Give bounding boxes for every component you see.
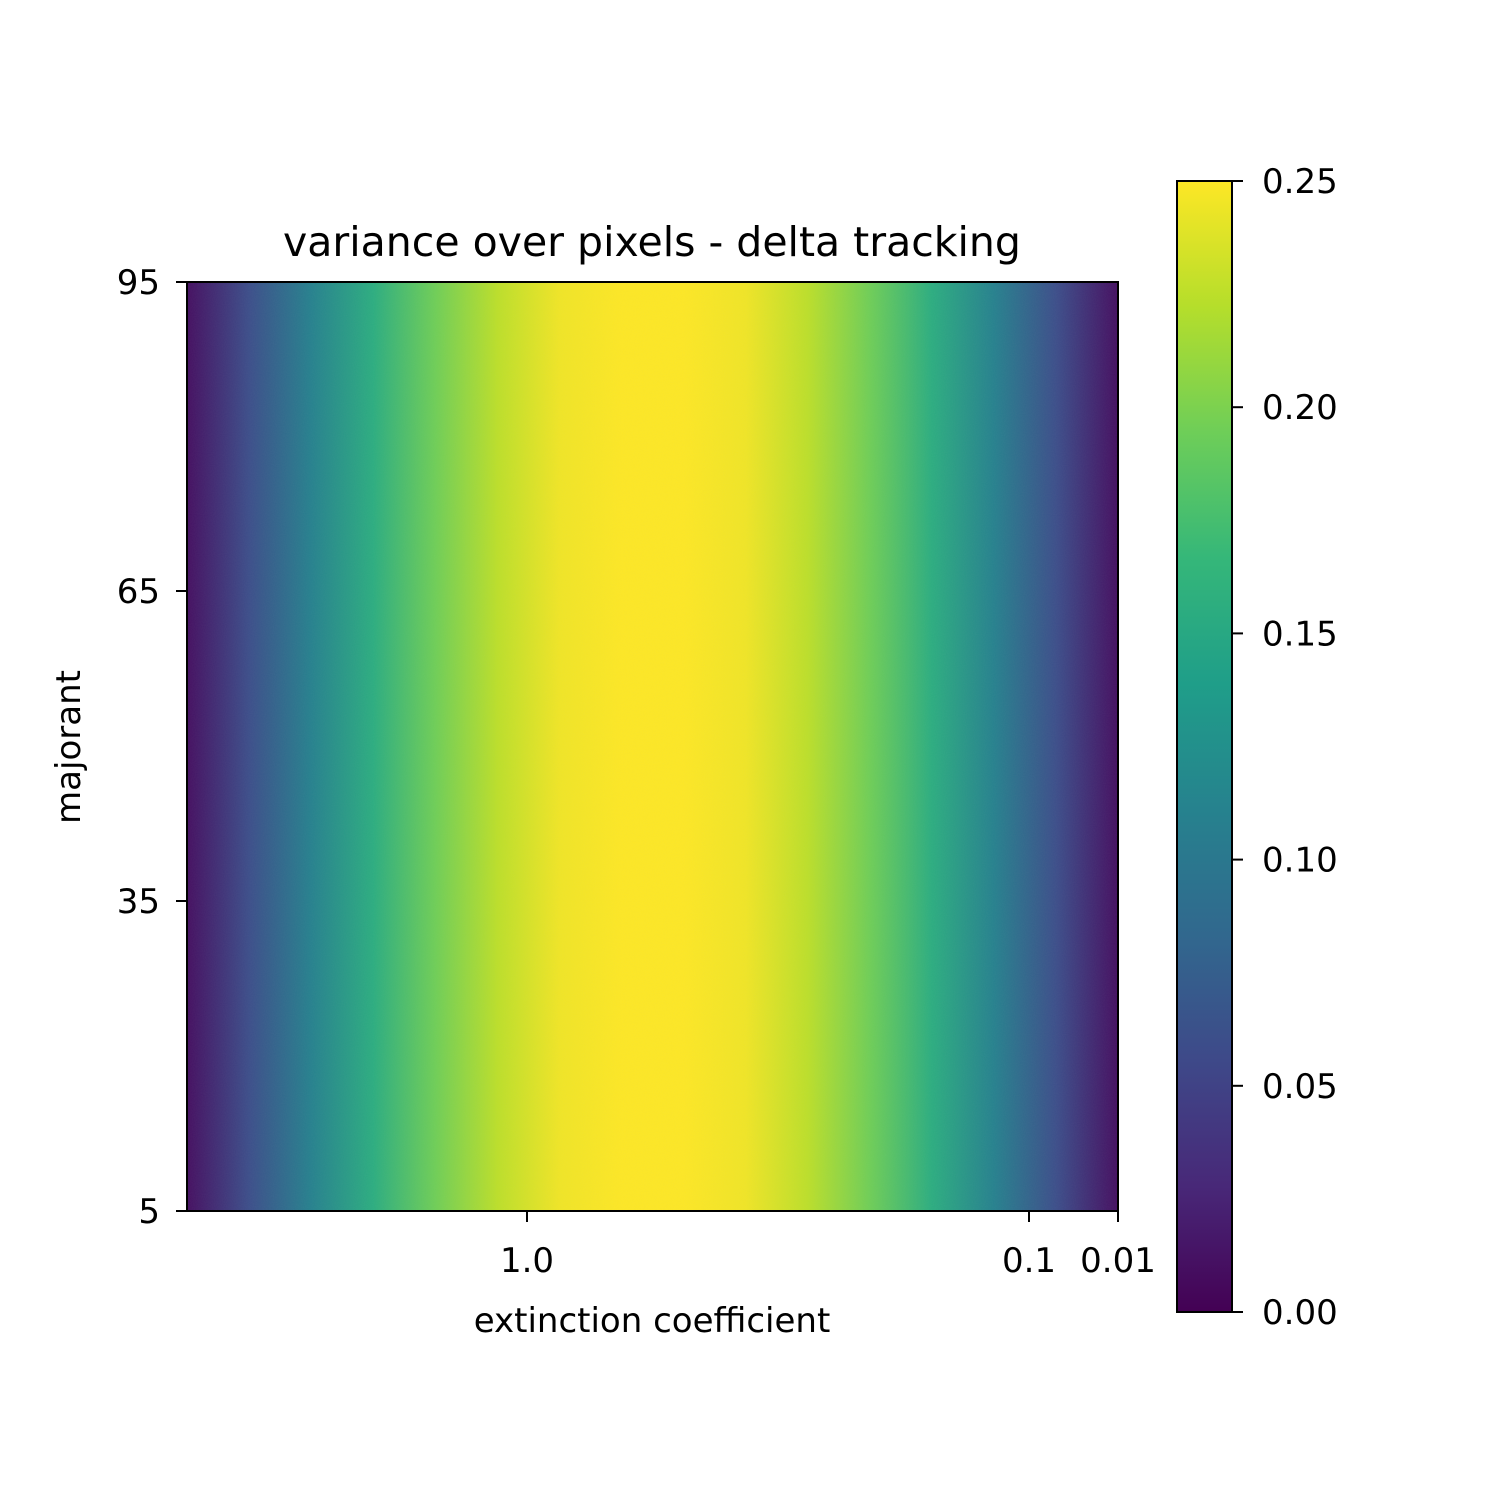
- x-tick-label: 1.0: [500, 1241, 554, 1281]
- plot-frame: [186, 281, 1119, 1212]
- y-axis: 95 65 35 5 majorant: [49, 263, 187, 1232]
- x-tick-label: 0.01: [1080, 1241, 1156, 1281]
- heatmap-plot-area: [186, 281, 1119, 1212]
- y-tick-label: 5: [138, 1192, 160, 1232]
- x-axis: 1.0 0.1 0.01 extinction coefficient: [474, 1211, 1156, 1341]
- colorbar: 0.00 0.05 0.10 0.15 0.20 0.25: [1176, 162, 1338, 1333]
- y-tick-label: 35: [117, 882, 160, 922]
- colorbar-tick-label: 0.00: [1262, 1293, 1338, 1333]
- colorbar-tick-label: 0.15: [1262, 614, 1338, 654]
- colorbar-tick-label: 0.20: [1262, 388, 1338, 428]
- colorbar-frame: [1176, 180, 1233, 1313]
- colorbar-tick-label: 0.05: [1262, 1067, 1338, 1107]
- colorbar-tick-label: 0.25: [1262, 162, 1338, 202]
- heatmap-noise: [187, 282, 1118, 1211]
- colorbar-tick-label: 0.10: [1262, 841, 1338, 881]
- y-tick-label: 95: [117, 263, 160, 303]
- x-tick-label: 0.1: [1002, 1241, 1056, 1281]
- chart-title: variance over pixels - delta tracking: [283, 218, 1021, 266]
- y-axis-label: majorant: [49, 670, 89, 824]
- x-axis-label: extinction coefficient: [474, 1301, 831, 1341]
- colorbar-gradient: [1177, 181, 1232, 1312]
- colorbar-ticks: 0.00 0.05 0.10 0.15 0.20 0.25: [1232, 162, 1338, 1333]
- y-tick-label: 65: [117, 572, 160, 612]
